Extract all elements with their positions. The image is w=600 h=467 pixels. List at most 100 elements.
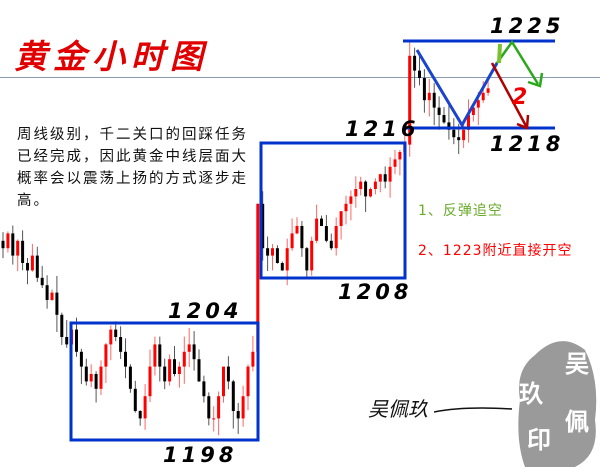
chart-title: 黄金小时图 — [14, 37, 209, 76]
candle-body — [177, 366, 181, 374]
candle-body — [133, 388, 137, 411]
candle-body — [124, 351, 127, 367]
candle-body — [236, 411, 240, 419]
candle-body — [143, 396, 147, 419]
candle-body — [192, 344, 196, 360]
candle-body — [109, 329, 113, 345]
candle-body — [418, 70, 421, 78]
candle-body — [354, 189, 358, 197]
candle-body — [6, 233, 10, 249]
candle-body — [187, 344, 191, 352]
candle-body — [75, 329, 78, 352]
candle-body — [94, 374, 98, 389]
svg-text:吴: 吴 — [565, 349, 589, 378]
candle-body — [295, 226, 299, 234]
strategy-note-1: 1、反弹追空 — [418, 203, 503, 219]
candle-body — [481, 92, 485, 101]
candle-body — [427, 92, 431, 101]
candle-body — [467, 115, 470, 130]
candle-body — [452, 129, 456, 138]
green-path — [495, 39, 540, 85]
candle-body — [202, 381, 206, 397]
candle-body — [280, 263, 284, 271]
signature: 吴佩玖 — [368, 393, 514, 422]
candle-body — [462, 129, 466, 141]
svg-text:佩: 佩 — [565, 407, 589, 436]
candle-body — [114, 329, 118, 337]
candle-body — [153, 344, 157, 367]
green-arrowhead — [527, 72, 544, 88]
candle-body — [217, 396, 221, 419]
candle-body — [320, 218, 323, 226]
candle-body — [378, 174, 382, 182]
candle-body — [457, 137, 461, 141]
candle-body — [21, 240, 25, 263]
candle-body — [226, 366, 230, 382]
annotations: 2 — [69, 39, 555, 442]
candles — [1, 39, 490, 436]
candle-body — [334, 226, 338, 249]
range-box-1208-1216 — [259, 141, 407, 280]
candle-body — [432, 92, 436, 108]
candle-body — [383, 174, 387, 182]
candle-body — [30, 255, 34, 271]
candle-body — [158, 344, 162, 367]
candle-body — [413, 55, 417, 71]
candle-body — [197, 359, 201, 382]
candle-body — [422, 78, 426, 101]
candle-body — [344, 203, 348, 212]
candle-body — [437, 107, 441, 115]
candle-body — [324, 226, 328, 241]
candle-body — [329, 240, 333, 249]
candle-body — [447, 122, 451, 130]
candle-body — [45, 285, 49, 300]
green-tick-mark — [497, 43, 502, 64]
candle-body — [290, 233, 294, 249]
candle-body — [310, 240, 314, 271]
candle-body — [55, 292, 59, 315]
candle-body — [231, 381, 235, 411]
level-label-1225: 1225 — [490, 14, 565, 38]
candle-body — [40, 277, 44, 286]
candle-body — [173, 359, 176, 374]
candle-body — [373, 181, 377, 189]
level-label-1208: 1208 — [338, 280, 413, 304]
candle-body — [364, 181, 368, 197]
candle-body — [11, 233, 15, 256]
red-path — [490, 62, 528, 127]
candle-body — [79, 351, 83, 367]
level-label-1204: 1204 — [168, 299, 243, 323]
candle-body — [388, 166, 392, 182]
candle-body — [285, 248, 289, 271]
level-label-1218: 1218 — [490, 132, 565, 156]
candle-body — [119, 337, 123, 352]
candle-body — [35, 255, 39, 278]
level-label-1216: 1216 — [345, 117, 420, 141]
svg-text:玖: 玖 — [519, 379, 543, 408]
red-path-number: 2 — [512, 85, 527, 110]
candle-body — [60, 314, 64, 337]
candle-body — [182, 351, 186, 367]
analysis-text: 周线级别，千二关口的回踩任务已经完成，因此黄金中线层面大概率会以震荡上扬的方式逐… — [17, 127, 248, 209]
candle-body — [315, 218, 319, 241]
horizontal-divider — [0, 77, 600, 78]
signature-stroke — [434, 406, 513, 413]
candle-body — [65, 337, 69, 345]
candle-body — [246, 366, 250, 397]
candle-body — [207, 396, 211, 419]
candle-body — [241, 396, 245, 419]
candle-body — [163, 366, 167, 382]
candle-body — [222, 366, 225, 397]
candle-body — [168, 359, 172, 382]
level-label-1198: 1198 — [163, 443, 238, 467]
range-box-1198-1204 — [69, 321, 260, 442]
blue-v-path — [415, 49, 499, 128]
candle-body — [148, 366, 152, 397]
candle-body — [212, 418, 216, 420]
candle-body — [476, 100, 480, 108]
red-arrowhead — [516, 114, 530, 130]
candle-body — [251, 351, 255, 367]
candle-body — [369, 189, 372, 197]
svg-text:印: 印 — [527, 425, 551, 454]
